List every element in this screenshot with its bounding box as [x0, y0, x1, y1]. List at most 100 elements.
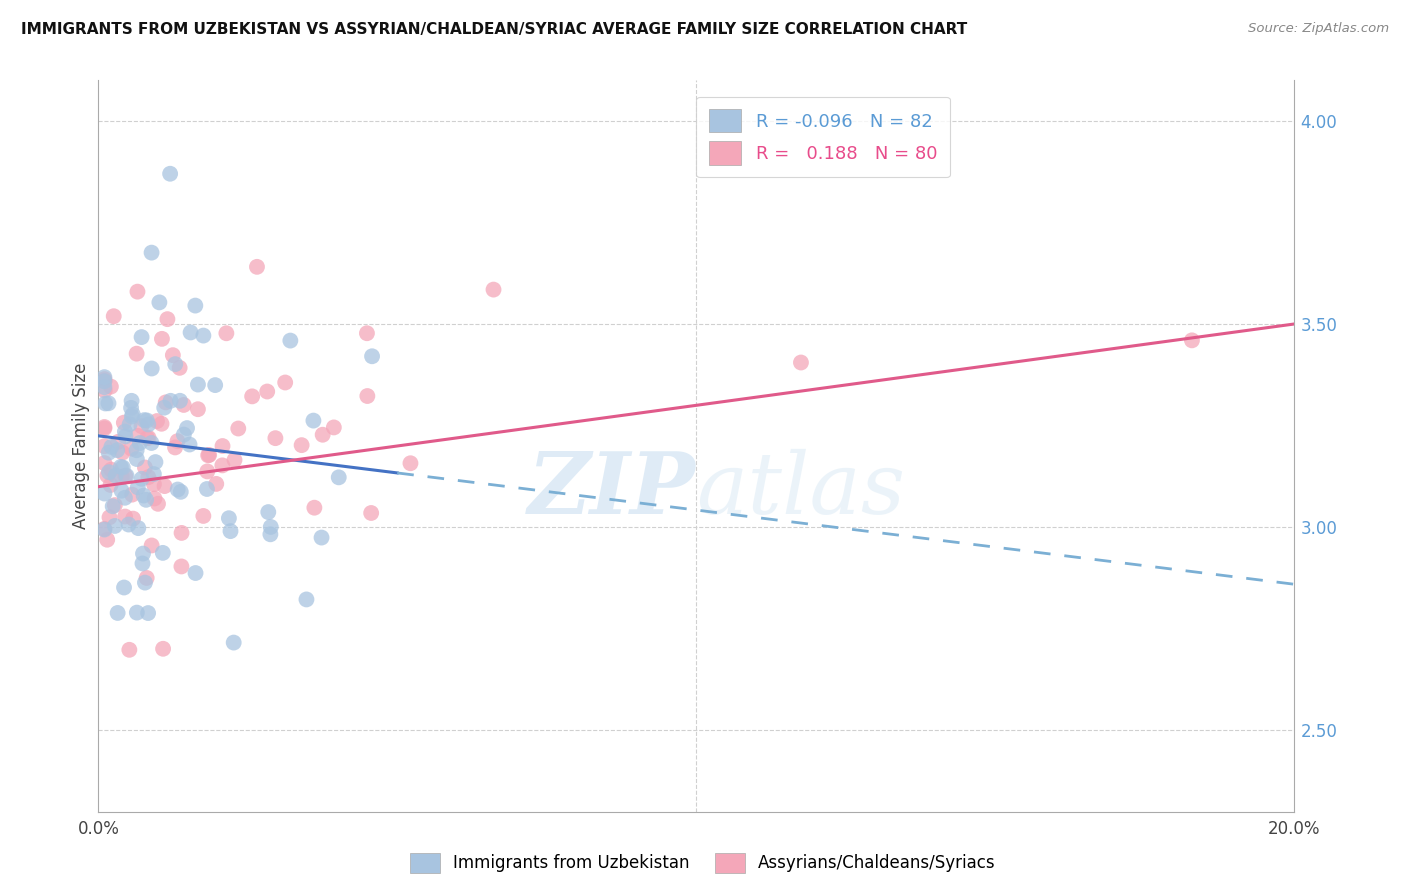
Point — [132, 489, 155, 503]
Point — [256, 384, 278, 399]
Point — [141, 245, 163, 260]
Point — [184, 566, 207, 580]
Point — [112, 581, 135, 595]
Point — [226, 421, 249, 435]
Point — [222, 635, 245, 649]
Point — [152, 546, 174, 560]
Point — [156, 312, 179, 326]
Legend: Immigrants from Uzbekistan, Assyrians/Chaldeans/Syriacs: Immigrants from Uzbekistan, Assyrians/Ch… — [404, 847, 1002, 880]
Point — [361, 349, 384, 363]
Point — [98, 510, 121, 524]
Point — [100, 379, 122, 393]
Point — [135, 492, 157, 507]
Point — [134, 575, 156, 590]
Point — [193, 328, 215, 343]
Point — [259, 527, 281, 541]
Point — [114, 429, 136, 443]
Point — [111, 460, 134, 475]
Point — [114, 425, 136, 439]
Text: atlas: atlas — [696, 449, 905, 532]
Point — [153, 479, 176, 493]
Point — [132, 547, 155, 561]
Point — [121, 488, 143, 502]
Point — [117, 517, 139, 532]
Point — [211, 458, 233, 473]
Point — [103, 309, 125, 323]
Point — [311, 427, 333, 442]
Point — [138, 470, 160, 484]
Point — [127, 521, 149, 535]
Point — [125, 346, 148, 360]
Point — [356, 326, 378, 341]
Point — [180, 326, 202, 340]
Point — [280, 334, 302, 348]
Point — [169, 393, 191, 408]
Point — [107, 434, 129, 449]
Point — [153, 401, 176, 415]
Point — [125, 443, 148, 458]
Point — [131, 330, 153, 344]
Point — [111, 445, 134, 459]
Point — [482, 283, 505, 297]
Point — [118, 417, 141, 432]
Point — [125, 452, 148, 467]
Point — [93, 439, 115, 453]
Point — [146, 414, 169, 428]
Point — [257, 505, 280, 519]
Point — [138, 431, 160, 445]
Point — [195, 464, 218, 478]
Point — [142, 477, 165, 491]
Point — [93, 421, 115, 435]
Point — [107, 606, 129, 620]
Point — [127, 429, 149, 443]
Point — [104, 468, 127, 483]
Point — [125, 606, 148, 620]
Point — [264, 431, 287, 445]
Point — [104, 519, 127, 533]
Point — [120, 401, 142, 415]
Point — [159, 393, 181, 408]
Point — [193, 508, 215, 523]
Point — [145, 455, 167, 469]
Point — [173, 398, 195, 412]
Point — [179, 437, 201, 451]
Point — [173, 427, 195, 442]
Point — [105, 443, 128, 458]
Point — [224, 453, 246, 467]
Text: IMMIGRANTS FROM UZBEKISTAN VS ASSYRIAN/CHALDEAN/SYRIAC AVERAGE FAMILY SIZE CORRE: IMMIGRANTS FROM UZBEKISTAN VS ASSYRIAN/C… — [21, 22, 967, 37]
Point — [143, 491, 166, 506]
Point — [112, 416, 135, 430]
Point — [322, 420, 344, 434]
Point — [93, 486, 115, 500]
Point — [104, 498, 127, 512]
Point — [115, 468, 138, 483]
Point — [311, 531, 333, 545]
Point — [114, 468, 136, 483]
Point — [240, 389, 263, 403]
Point — [170, 484, 193, 499]
Point — [215, 326, 238, 341]
Point — [128, 436, 150, 450]
Point — [96, 533, 118, 547]
Point — [302, 414, 325, 428]
Point — [218, 511, 240, 525]
Point — [131, 557, 153, 571]
Point — [93, 370, 115, 384]
Point — [790, 355, 813, 369]
Point — [142, 467, 165, 481]
Point — [246, 260, 269, 274]
Point — [150, 417, 173, 431]
Point — [170, 559, 193, 574]
Point — [131, 419, 153, 434]
Point — [170, 525, 193, 540]
Point — [114, 509, 136, 524]
Point — [1181, 334, 1204, 348]
Point — [165, 357, 187, 371]
Point — [165, 441, 187, 455]
Point — [93, 384, 115, 398]
Point — [197, 448, 219, 462]
Text: ZIP: ZIP — [529, 448, 696, 532]
Point — [162, 348, 184, 362]
Point — [121, 408, 143, 422]
Point — [136, 417, 159, 432]
